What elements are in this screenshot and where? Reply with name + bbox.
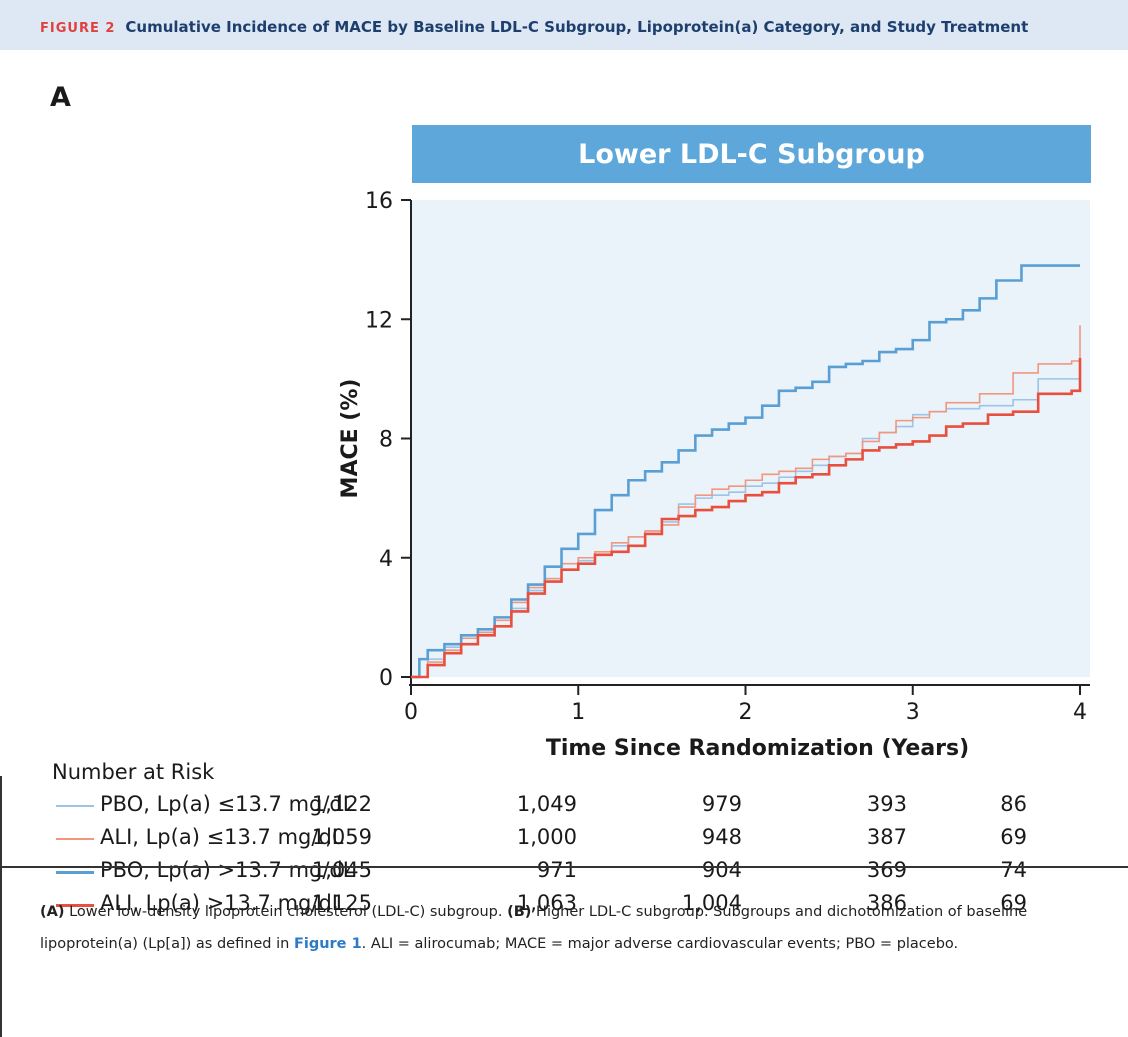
caption-divider (0, 776, 2, 866)
risk-value: 1,004 (681, 891, 742, 915)
series-line-4 (411, 358, 1082, 679)
y-tick-label-16: 16 (365, 189, 393, 214)
figure-number: FIGURE 2 (40, 21, 116, 36)
risk-row: PBO, Lp(a) ≤13.7 mg/dL 1,122 1,049 979 393 86 (0, 792, 1060, 822)
risk-row-label: PBO, Lp(a) ≤13.7 mg/dL (100, 792, 355, 816)
risk-value: 393 (866, 792, 907, 816)
x-axis-label: Time Since Randomization (Years) (546, 736, 969, 760)
risk-value: 86 (1000, 792, 1027, 816)
risk-value: 904 (701, 858, 742, 882)
risk-row-label: ALI, Lp(a) >13.7 mg/dL (100, 891, 344, 915)
risk-value: 1,122 (311, 792, 372, 816)
plot-background (411, 200, 1090, 677)
risk-legend-swatch (56, 838, 94, 840)
risk-value: 948 (701, 825, 742, 849)
risk-value: 1,049 (516, 792, 577, 816)
risk-value: 69 (1000, 825, 1027, 849)
x-tick-label-0: 0 (404, 700, 418, 725)
risk-value: 1,063 (516, 891, 577, 915)
risk-value: 386 (866, 891, 907, 915)
y-tick-label-8: 8 (379, 428, 393, 453)
risk-value: 1,000 (516, 825, 577, 849)
series-line-2 (411, 325, 1081, 678)
risk-row-label: ALI, Lp(a) ≤13.7 mg/dL (100, 825, 344, 849)
y-tick-label-0: 0 (379, 666, 393, 691)
risk-row-label: PBO, Lp(a) >13.7 mg/dL (100, 858, 355, 882)
figure-1-link[interactable]: Figure 1 (293, 936, 362, 952)
risk-value: 971 (536, 858, 577, 882)
series-line-3 (411, 264, 1080, 679)
caption-a-label: (A) (40, 904, 65, 920)
chart-title-banner: Lower LDL-C Subgroup (412, 125, 1091, 183)
risk-value: 369 (866, 858, 907, 882)
caption-b-text: Higher LDL-C subgroup. Subgroups and dic… (40, 904, 1028, 952)
chart-title: Lower LDL-C Subgroup (578, 138, 925, 170)
risk-value: 1,059 (311, 825, 372, 849)
figure-title-text: Cumulative Incidence of MACE by Baseline… (125, 18, 1029, 36)
risk-row: ALI, Lp(a) >13.7 mg/dL 1,125 1,063 1,004 386… (0, 891, 1060, 921)
risk-row: ALI, Lp(a) ≤13.7 mg/dL 1,059 1,000 948 387 69 (0, 825, 1060, 855)
risk-table-title: Number at Risk (52, 760, 215, 784)
caption-a-text: Lower low-density lipoprotein cholestero… (64, 904, 508, 920)
caption-rest: . ALI = alirocumab; MACE = major adverse… (361, 936, 959, 952)
y-tick-label-4: 4 (379, 547, 393, 572)
figure-title: FIGURE 2 Cumulative Incidence of MACE by … (40, 18, 1028, 36)
caption-divider-left (0, 866, 2, 1037)
caption-divider-horizontal (0, 866, 1128, 868)
y-axis-label: MACE (%) (338, 379, 363, 499)
x-tick-label-3: 3 (906, 700, 920, 725)
figure-caption: (A) Lower low-density lipoprotein choles… (40, 896, 1080, 960)
risk-value: 387 (866, 825, 907, 849)
risk-value: 74 (1000, 858, 1027, 882)
risk-row: PBO, Lp(a) >13.7 mg/dL 1,045 971 904 369 74 (0, 858, 1060, 888)
risk-legend-swatch (56, 805, 94, 807)
risk-value: 979 (701, 792, 742, 816)
caption-b-label: (B) (507, 904, 532, 920)
risk-value: 1,045 (311, 858, 372, 882)
y-tick-label-12: 12 (365, 308, 393, 333)
x-tick-label-2: 2 (739, 700, 753, 725)
risk-value: 69 (1000, 891, 1027, 915)
x-tick-label-4: 4 (1073, 700, 1087, 725)
risk-value: 1,125 (311, 891, 372, 915)
risk-legend-swatch (56, 904, 94, 907)
x-tick-label-1: 1 (571, 700, 585, 725)
risk-legend-swatch (56, 871, 94, 874)
figure-header: FIGURE 2 Cumulative Incidence of MACE by … (0, 0, 1128, 50)
panel-letter: A (50, 82, 71, 113)
